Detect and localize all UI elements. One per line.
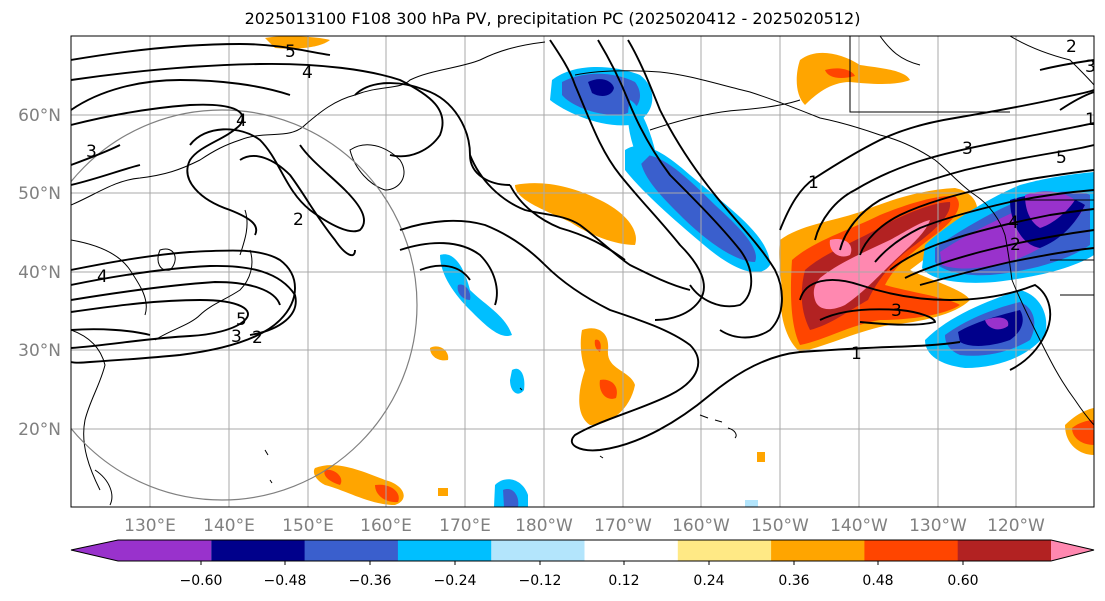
graticule xyxy=(71,36,1094,507)
colorbar-tick-labels: −0.60 −0.48 −0.36 −0.24 −0.12 0.12 0.24 … xyxy=(180,573,979,589)
colorbar-tick-label: −0.12 xyxy=(519,573,562,589)
colorbar-segment xyxy=(71,540,212,561)
contour-label: 5 xyxy=(285,42,296,62)
lon-label: 130°E xyxy=(124,516,176,536)
lon-label: 180°W xyxy=(515,516,573,536)
map-plot-area: 5 4 4 3 2 2 4 3 5 1 3 3 1 1 4 2 3 2 5 xyxy=(71,36,1096,507)
contour-label: 4 xyxy=(97,267,108,287)
pv-contour-labels: 5 4 4 3 2 2 4 3 5 1 3 3 1 1 4 2 3 2 5 xyxy=(86,37,1096,364)
lon-label: 150°W xyxy=(751,516,809,536)
contour-label: 3 xyxy=(1085,57,1096,77)
contour-label: 4 xyxy=(302,63,313,83)
lon-label: 170°E xyxy=(439,516,491,536)
lon-label: 130°W xyxy=(909,516,967,536)
coastlines xyxy=(71,36,1094,506)
lon-label: 160°E xyxy=(360,516,412,536)
contour-label: 1 xyxy=(851,344,862,364)
lat-label: 40°N xyxy=(18,263,61,283)
contour-label: 4 xyxy=(1008,213,1019,233)
colorbar-tick-label: −0.24 xyxy=(434,573,477,589)
lat-label: 20°N xyxy=(18,420,61,440)
range-circle xyxy=(71,109,418,501)
colorbar-segment xyxy=(677,540,772,561)
latitude-labels: 60°N 50°N 40°N 30°N 20°N xyxy=(18,106,61,440)
colorbar-tick-label: 0.12 xyxy=(608,573,639,589)
lon-label: 160°W xyxy=(672,516,730,536)
contour-label: 3 xyxy=(891,301,902,321)
colorbar-segment xyxy=(397,540,492,561)
contour-label: 2 xyxy=(1066,37,1077,57)
lon-label: 140°E xyxy=(203,516,255,536)
lon-label: 170°W xyxy=(594,516,652,536)
colorbar-outline xyxy=(70,539,1095,562)
colorbar-tick-label: 0.24 xyxy=(693,573,724,589)
lon-label: 120°W xyxy=(987,516,1045,536)
colorbar-tick-label: 0.60 xyxy=(947,573,978,589)
map-title: 2025013100 F108 300 hPa PV, precipitatio… xyxy=(244,9,861,28)
colorbar-ticks xyxy=(200,561,964,565)
contour-label: 5 xyxy=(236,310,247,330)
contour-label: 3 xyxy=(231,327,242,347)
colorbar-segment xyxy=(491,540,585,561)
colorbar-tick-label: −0.36 xyxy=(349,573,392,589)
colorbar-segment xyxy=(771,540,865,561)
colorbar-segment xyxy=(304,540,399,561)
colorbar-tick-label: −0.60 xyxy=(180,573,223,589)
lon-label: 150°E xyxy=(282,516,334,536)
contour-label: 2 xyxy=(293,210,304,230)
colorbar-tick-label: 0.36 xyxy=(778,573,809,589)
colorbar-tick-label: 0.48 xyxy=(862,573,893,589)
colorbar-segment xyxy=(211,540,306,561)
contour-label: 2 xyxy=(1010,235,1021,255)
colorbar-segment xyxy=(1051,540,1094,561)
contour-label: 1 xyxy=(1085,110,1096,130)
contour-label: 2 xyxy=(252,328,263,348)
colorbar-segment xyxy=(864,540,959,561)
lat-label: 50°N xyxy=(18,184,61,204)
longitude-labels: 130°E 140°E 150°E 160°E 170°E 180°W 170°… xyxy=(124,516,1045,536)
map-frame xyxy=(70,35,1095,508)
contour-label: 1 xyxy=(808,173,819,193)
colorbar-tick-label: −0.48 xyxy=(264,573,307,589)
colorbar-segment xyxy=(957,540,1052,561)
pv-contours xyxy=(71,39,1094,452)
contour-label: 4 xyxy=(236,111,247,131)
contour-label: 3 xyxy=(86,142,97,162)
colorbar: −0.60 −0.48 −0.36 −0.24 −0.12 0.12 0.24 … xyxy=(70,539,1095,589)
lon-label: 140°W xyxy=(830,516,888,536)
colorbar-segments xyxy=(71,540,1094,561)
contour-label: 5 xyxy=(1056,148,1067,168)
lat-label: 30°N xyxy=(18,341,61,361)
contour-label: 3 xyxy=(962,139,973,159)
lat-label: 60°N xyxy=(18,106,61,126)
colorbar-segment xyxy=(584,540,679,561)
